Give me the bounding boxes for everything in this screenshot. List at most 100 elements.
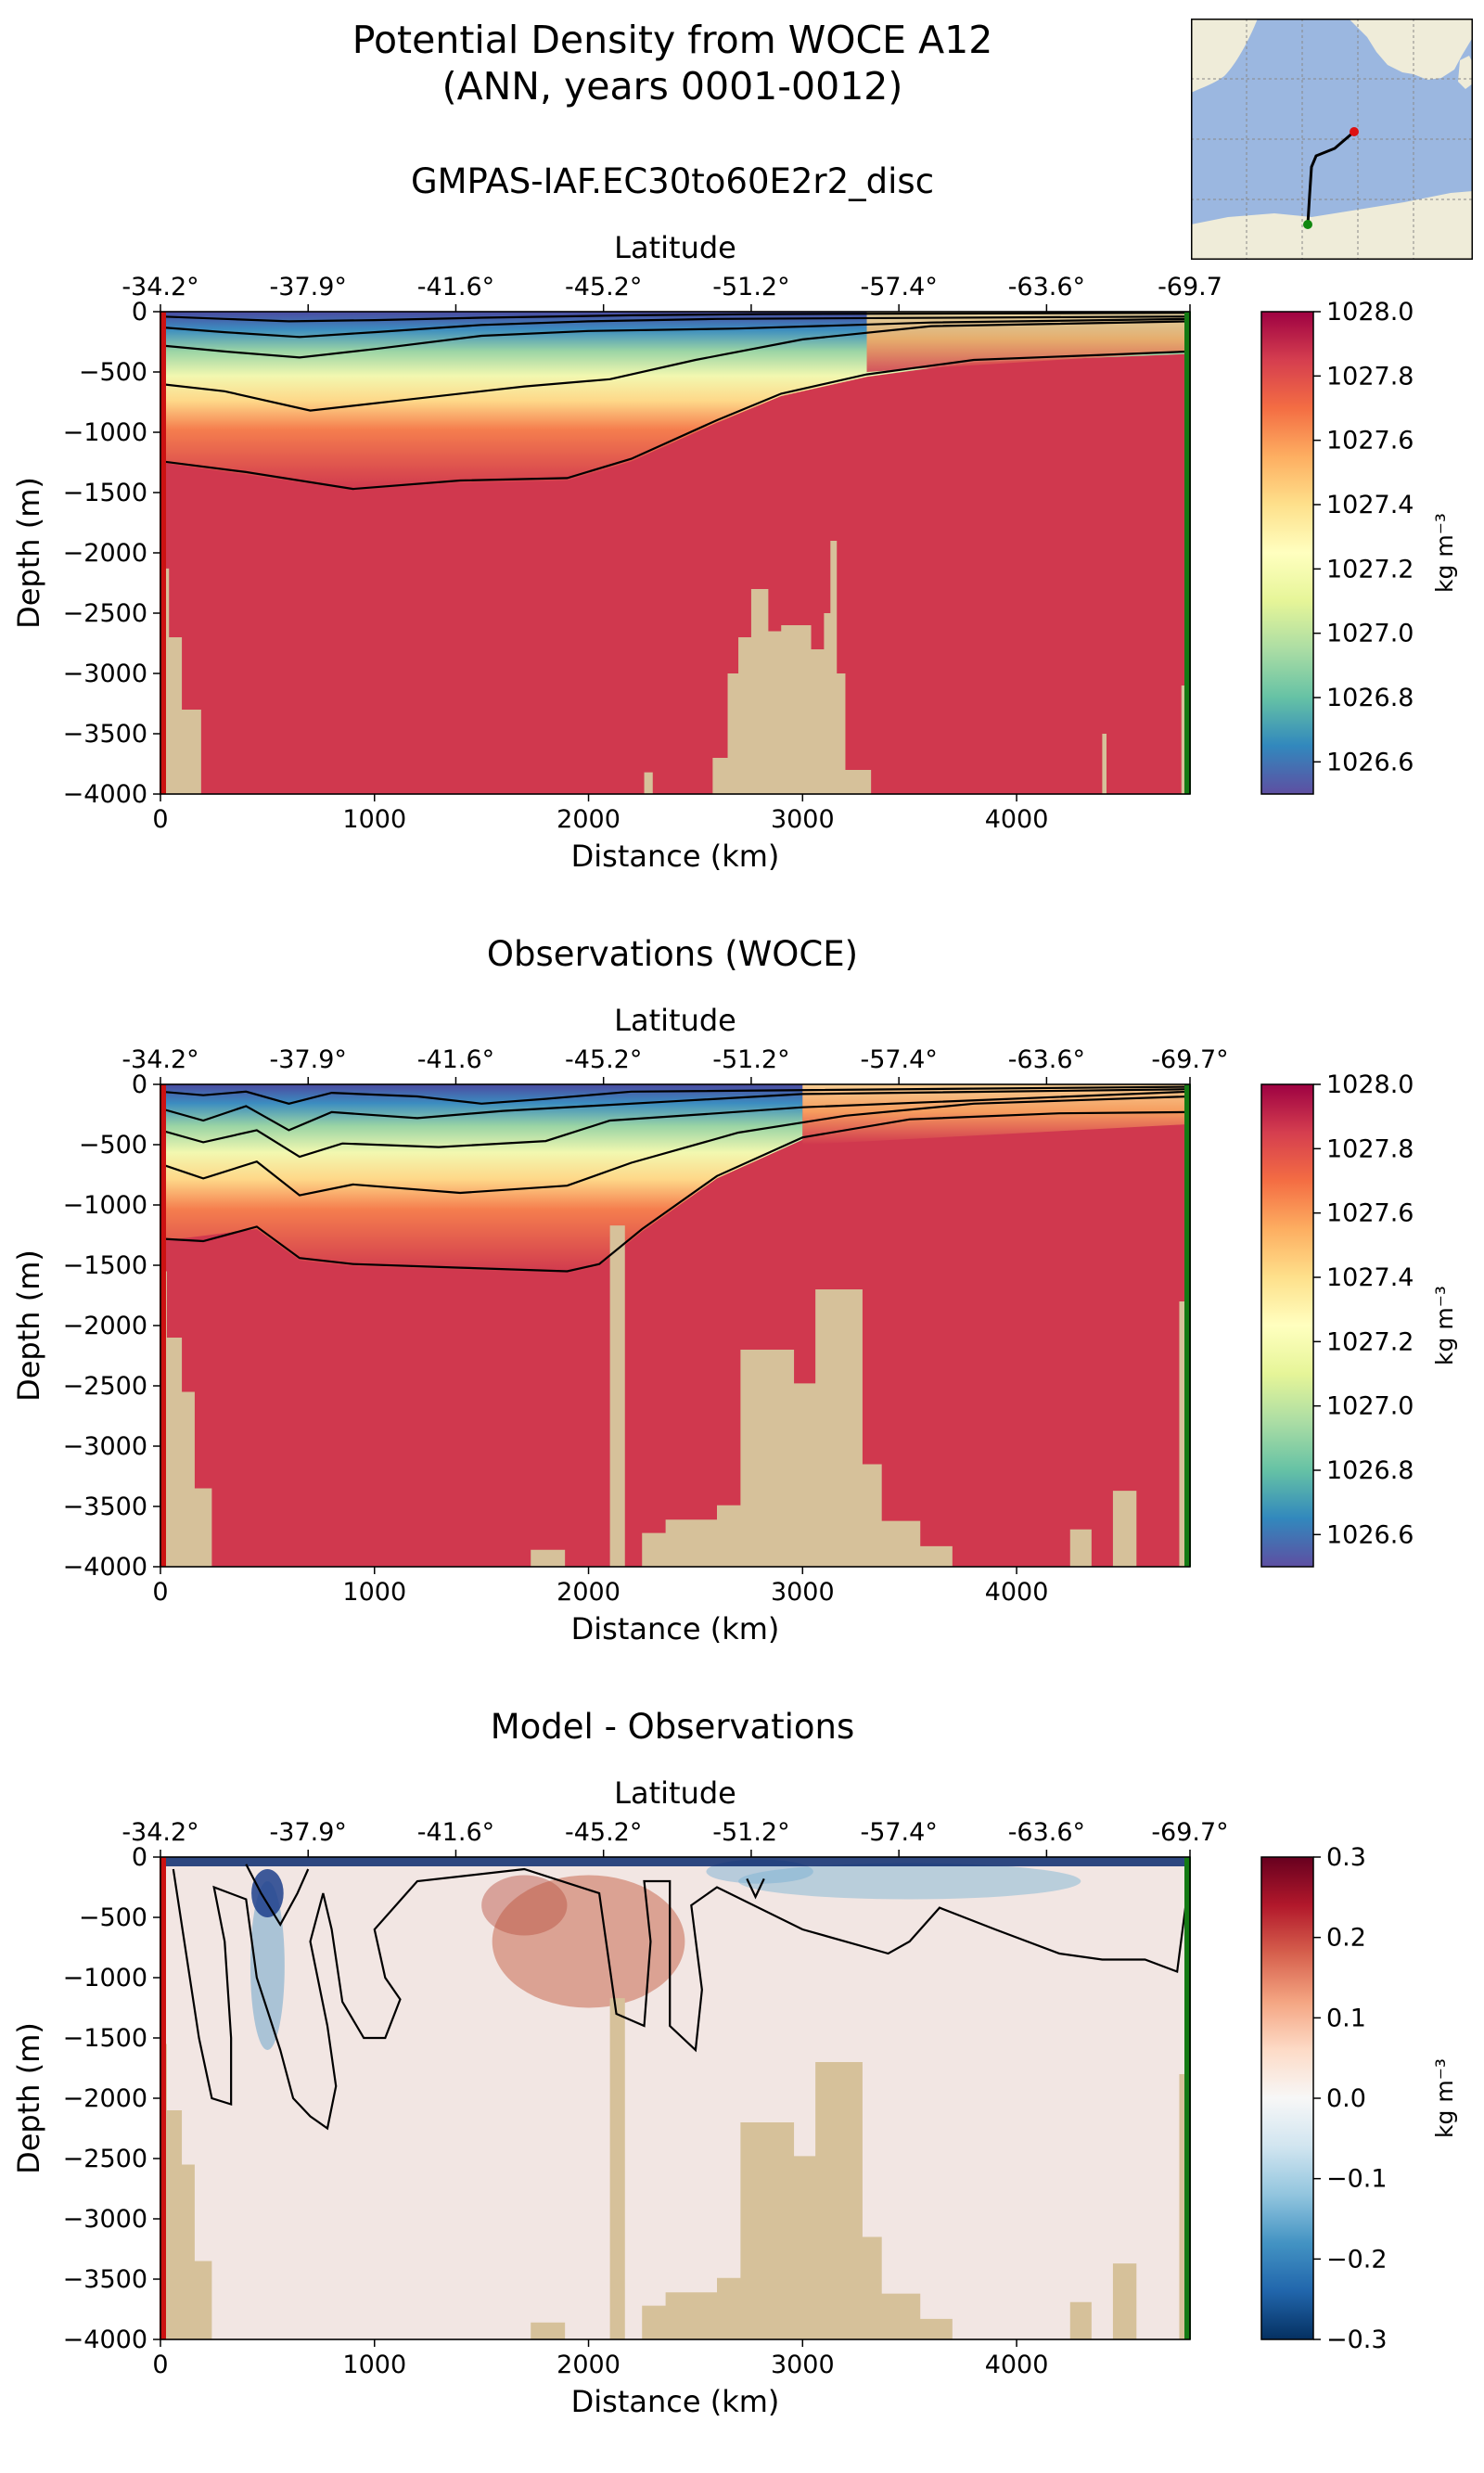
lat-tick-label: -57.4° [860,1045,937,1074]
x-tick-label: 2000 [556,1578,620,1607]
colorbar-tick-label: 1027.4 [1326,491,1414,519]
y-axis-label: Depth (m) [11,477,46,629]
panel-3-title: Model - Observations [490,1707,855,1747]
lat-tick-label: -69.7° [1151,1045,1228,1074]
y-axis-label: Depth (m) [11,1249,46,1402]
section-start-marker [160,312,166,794]
contour-line-2 [160,317,1190,359]
land-mask-0 [160,568,201,794]
y-tick-label: −2000 [63,1312,147,1340]
colorbar-label: kg m⁻³ [1431,2058,1458,2138]
lat-tick-label: -45.2° [565,273,642,301]
lat-tick-label: -57.4° [860,273,937,301]
y-tick-label: −3500 [63,2265,147,2294]
y-tick-label: −3500 [63,1493,147,1521]
lat-tick-label: -45.2° [565,1045,642,1074]
diff-feature-4 [738,1863,1081,1900]
section-end-marker [1184,1084,1191,1567]
field-surface-layer [160,1084,803,1275]
x-tick-label: 0 [152,805,168,834]
colorbar-tick-label: 1027.8 [1326,362,1414,391]
diff-feature-0 [492,1875,685,2008]
inset-map-start-point [1350,127,1359,136]
y-tick-label: 0 [132,1070,147,1099]
colorbar [1260,1856,1314,2340]
inset-map-land-south-america [1191,19,1258,93]
x-tick-label: 0 [152,1578,168,1607]
y-tick-label: −1000 [63,418,147,447]
y-tick-label: −2500 [63,2145,147,2173]
inset-map [1191,19,1473,260]
lat-tick-label: -51.2° [712,1818,789,1847]
lat-tick-label: -57.4° [860,1818,937,1847]
panel-3-chart: 0 1000 2000 3000 4000 Distance (km) -34.2° -37.… [11,1775,1458,2419]
section-end-marker [1184,312,1191,794]
x-tick-label: 1000 [342,2351,406,2379]
contour-line-1 [160,1088,1190,1132]
x-tick-label: 4000 [985,1578,1049,1607]
colorbar-tick-label: 0.3 [1326,1843,1366,1872]
contour-line-4 [160,1110,1190,1273]
x-tick-label: 0 [152,2351,168,2379]
top-axis-label: Latitude [614,230,736,265]
colorbar-tick-label: 1028.0 [1326,298,1414,327]
panel-2-chart: 0 1000 2000 3000 4000 Distance (km) -34.2° -37.… [11,1003,1458,1647]
top-axis-label: Latitude [614,1775,736,1811]
diff-feature-3 [251,1869,284,1917]
y-tick-label: −1000 [63,1964,147,1992]
plot-area [160,1857,1190,2339]
x-tick-label: 3000 [771,1578,835,1607]
x-tick-label: 3000 [771,2351,835,2379]
y-tick-label: −1500 [63,479,147,507]
lat-tick-label: -63.6° [1008,1818,1085,1847]
x-tick-label: 2000 [556,2351,620,2379]
colorbar-tick-label: 0.2 [1326,1924,1366,1953]
land-mask-3 [642,2062,953,2339]
x-tick-label: 4000 [985,2351,1049,2379]
y-tick-label: −500 [79,1903,147,1932]
lat-tick-label: -37.9° [270,1818,347,1847]
lat-tick-label: -37.9° [270,1045,347,1074]
y-tick-label: −1000 [63,1191,147,1220]
inset-map-gridlines [1191,19,1473,260]
colorbar-tick-label: 0.0 [1326,2084,1366,2113]
y-tick-label: −3000 [63,2205,147,2234]
contour-line-1 [245,1864,310,1927]
y-tick-label: −4000 [63,1553,147,1582]
plot-area [160,1084,1190,1567]
land-mask-5 [1112,2263,1137,2339]
plot-area [160,312,1190,794]
y-tick-label: −4000 [63,780,147,809]
colorbar-tick-label: 1027.2 [1326,1327,1414,1356]
y-tick-label: −2500 [63,599,147,628]
lat-tick-label: -51.2° [712,273,789,301]
x-axis-label: Distance (km) [571,839,780,874]
figure-title: Potential Density from WOCE A12 (ANN, ye… [352,18,993,109]
y-tick-label: −4000 [63,2326,147,2354]
colorbar-tick-label: 1027.6 [1326,427,1414,455]
land-mask-4 [1069,2301,1092,2339]
colorbar-tick-label: 1026.8 [1326,684,1414,712]
land-mask-3 [642,1289,953,1567]
colorbar-tick-label: 1027.0 [1326,1392,1414,1421]
y-tick-label: −1500 [63,2024,147,2053]
colorbar-tick-label: 1027.6 [1326,1199,1414,1228]
y-tick-label: 0 [132,298,147,327]
land-mask-3 [1102,734,1107,794]
lat-tick-label: -63.6° [1008,273,1085,301]
land-mask-2 [712,541,872,794]
colorbar-tick-label: 1026.6 [1326,748,1414,776]
land-mask-2 [609,1998,625,2339]
colorbar-tick-label: −0.1 [1326,2165,1388,2194]
colorbar-tick-label: 0.1 [1326,2004,1366,2032]
colorbar-tick-label: 1027.0 [1326,620,1414,648]
y-tick-label: −3000 [63,660,147,688]
section-start-marker [160,1857,166,2339]
lat-tick-label: -45.2° [565,1818,642,1847]
contour-line-0 [160,1085,1190,1105]
colorbar-tick-label: −0.3 [1326,2326,1388,2354]
figure-title-block: Potential Density from WOCE A12 (ANN, ye… [0,17,1345,109]
y-tick-label: −3000 [63,1432,147,1461]
x-axis-label: Distance (km) [571,2384,780,2419]
lat-tick-label: -34.2° [122,1045,198,1074]
